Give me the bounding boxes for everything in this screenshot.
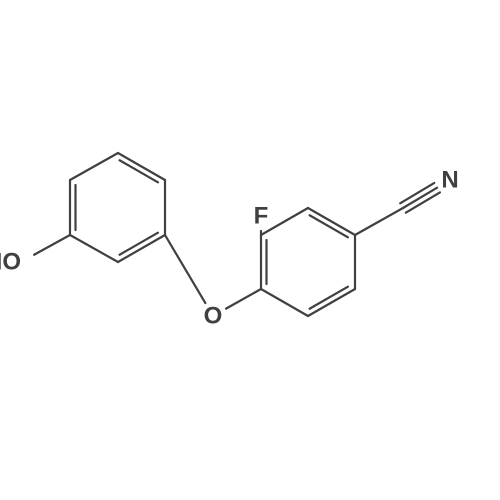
atom-label-n: N (441, 167, 458, 194)
bond (165, 235, 205, 303)
bond (310, 215, 348, 237)
bond (308, 289, 355, 316)
bond (308, 208, 355, 235)
bond (118, 235, 165, 262)
bond (261, 289, 308, 316)
bond (34, 235, 70, 255)
bond (355, 208, 403, 235)
bond (70, 153, 118, 180)
bond (310, 287, 348, 309)
molecule-diagram: HO O F N (0, 0, 500, 500)
bond (120, 160, 158, 182)
atom-label-f: F (254, 203, 269, 230)
bond (120, 233, 158, 255)
bond (226, 289, 261, 309)
bond (118, 153, 165, 180)
atom-label-ho: HO (0, 249, 21, 276)
bond (70, 235, 118, 262)
atom-label-o1: O (204, 303, 223, 330)
